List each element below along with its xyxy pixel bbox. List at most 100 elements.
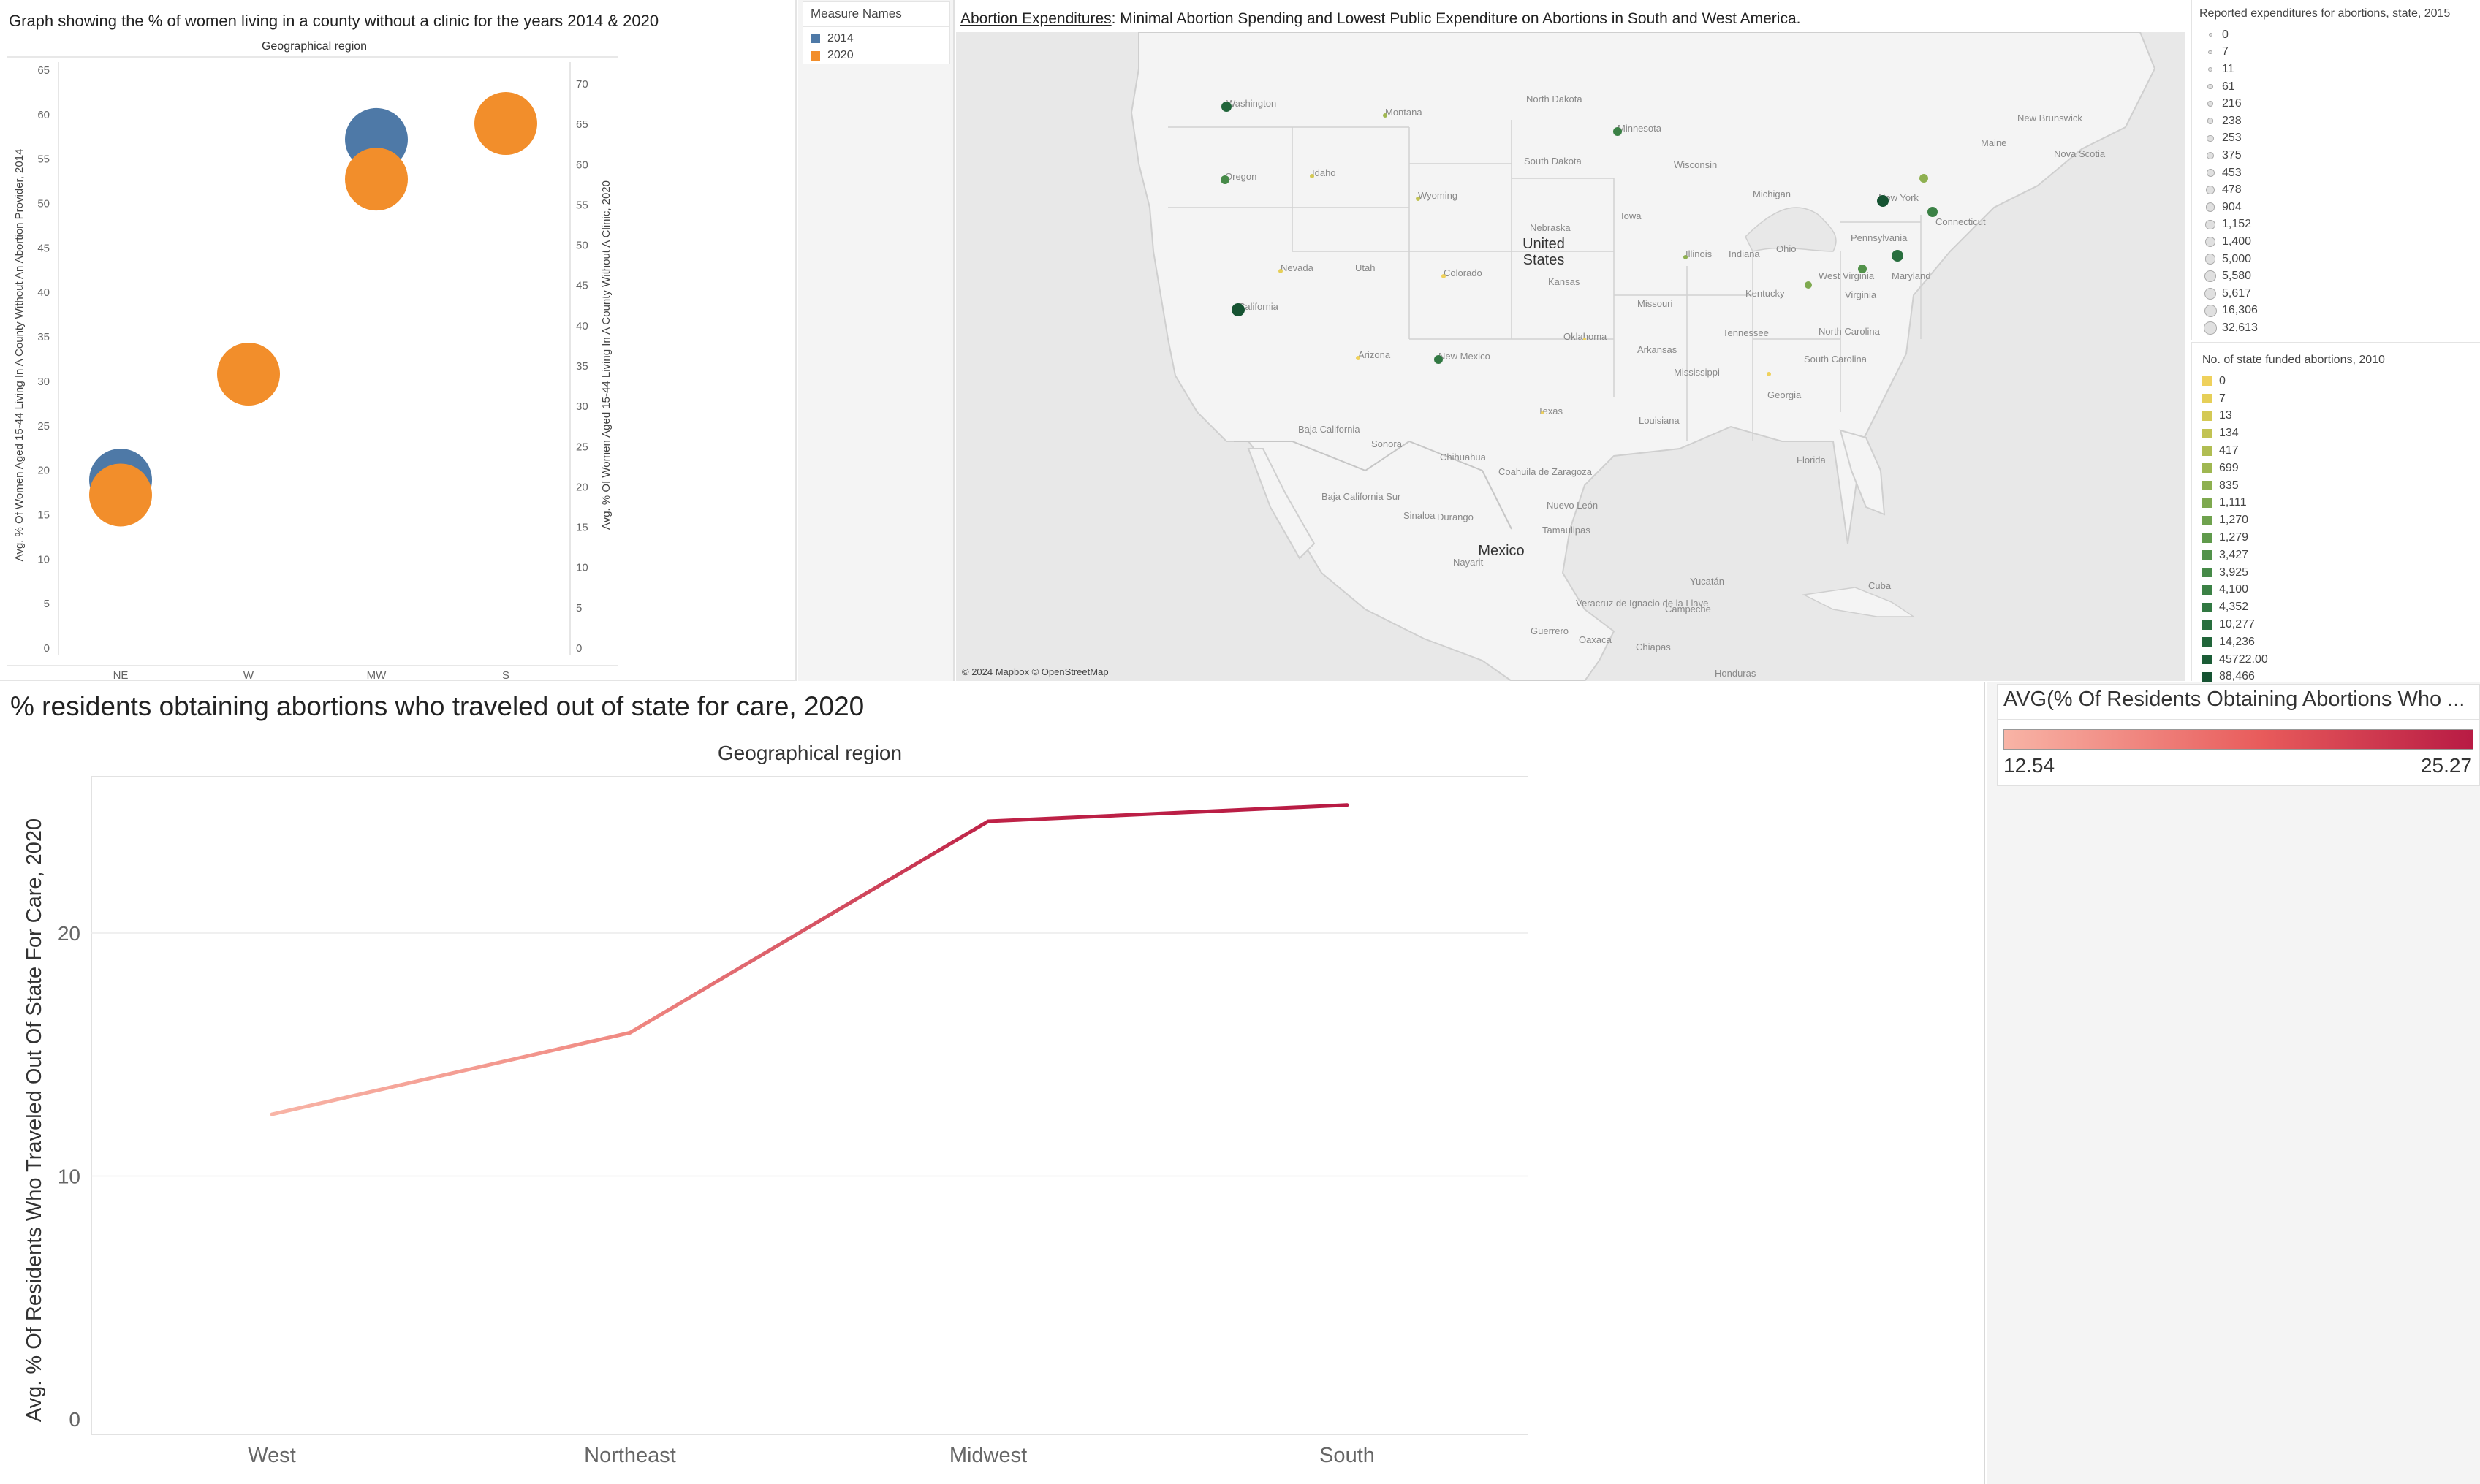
state-mark[interactable] [1541,411,1544,414]
expenditure-legend-item[interactable]: 16,306 [2203,302,2480,320]
map-label: Mississippi [1674,367,1720,378]
state-mark[interactable] [1919,174,1928,183]
size-swatch [2204,254,2216,265]
map-label: Virginia [1845,289,1877,300]
expenditure-legend-item[interactable]: 216 [2203,95,2480,113]
expenditure-legend-item[interactable]: 453 [2203,164,2480,182]
funded-legend-item[interactable]: 7 [2202,390,2480,408]
state-mark[interactable] [1383,113,1387,118]
funded-legend-label: 3,925 [2219,566,2249,579]
color-legend-range: 12.54 25.27 [1998,750,2479,777]
map-label: Tennessee [1723,327,1769,338]
expenditure-legend-item[interactable]: 1,400 [2203,233,2480,251]
state-mark[interactable] [1416,197,1420,201]
legend-label-2020: 2020 [827,49,854,62]
map-label: Missouri [1637,298,1673,309]
expenditure-legend-item[interactable]: 11 [2203,61,2480,78]
expenditure-legend-item[interactable]: 1,152 [2203,216,2480,234]
expenditure-legend-item[interactable]: 32,613 [2203,319,2480,337]
state-mark[interactable] [1583,338,1586,340]
map-title-link[interactable]: Abortion Expenditures [960,10,1112,27]
map-label: Pennsylvania [1851,232,1908,243]
funded-legend-item[interactable]: 134 [2202,425,2480,442]
expenditure-legend-item[interactable]: 375 [2203,147,2480,164]
funded-legend-item[interactable]: 10,277 [2202,616,2480,633]
size-swatch [2204,304,2217,317]
state-mark[interactable] [1767,372,1771,376]
right-tick-label: 0 [576,642,582,655]
size-swatch [2208,50,2212,55]
funded-legend-item[interactable]: 14,236 [2202,633,2480,651]
funded-legend-item[interactable]: 3,925 [2202,564,2480,582]
state-mark[interactable] [1613,127,1622,136]
funded-legend-item[interactable]: 4,100 [2202,582,2480,599]
state-mark[interactable] [1232,303,1245,316]
expenditure-legend-item[interactable]: 253 [2203,130,2480,148]
funded-legend-label: 4,352 [2219,601,2249,614]
expenditure-legend-item[interactable]: 7 [2203,44,2480,61]
funded-legend-item[interactable]: 1,270 [2202,511,2480,529]
map-label: Maine [1981,137,2006,148]
state-mark[interactable] [1356,356,1360,360]
expenditure-legend-label: 7 [2222,45,2229,58]
expenditure-legend-item[interactable]: 5,580 [2203,267,2480,285]
state-mark[interactable] [1683,255,1688,259]
state-mark[interactable] [1221,175,1229,184]
map-label: Iowa [1621,210,1642,221]
bubble-2020-w[interactable] [217,343,280,406]
state-mark[interactable] [1278,269,1283,273]
florida-peninsula [1839,429,1886,516]
expenditure-legend-item[interactable]: 238 [2203,113,2480,130]
funded-legend-item[interactable]: 88,466 [2202,669,2480,686]
line-segment-midwest[interactable] [986,803,1349,823]
state-mark[interactable] [1892,250,1903,262]
bubble-2020-ne[interactable] [89,463,152,527]
map-label: Connecticut [1935,216,1986,227]
funded-legend-item[interactable]: 1,279 [2202,529,2480,547]
funded-legend-item[interactable]: 13 [2202,408,2480,425]
left-tick-label: 30 [37,376,50,388]
expenditure-legend-label: 61 [2222,80,2235,93]
map-title: Abortion Expenditures: Minimal Abortion … [960,10,1800,28]
right-tick-label: 50 [576,240,588,252]
expenditure-legend-item[interactable]: 0 [2203,26,2480,44]
map-label: Nuevo León [1547,500,1598,511]
funded-legend-item[interactable]: 3,427 [2202,547,2480,564]
funded-legend-title: No. of state funded abortions, 2010 [2202,354,2385,366]
expenditure-legend-item[interactable]: 478 [2203,181,2480,199]
expenditure-legend-label: 453 [2222,166,2242,179]
expenditure-legend-item[interactable]: 5,617 [2203,285,2480,302]
right-tick-label: 35 [576,360,588,373]
funded-legend-item[interactable]: 45722.00 [2202,651,2480,669]
line-segment-west[interactable] [270,1030,632,1116]
expenditure-legend-item[interactable]: 61 [2203,78,2480,96]
state-mark[interactable] [1877,195,1889,207]
bubble-2020-mw[interactable] [345,148,408,211]
funded-legend-item[interactable]: 835 [2202,477,2480,495]
funded-legend-item[interactable]: 1,111 [2202,495,2480,512]
state-mark[interactable] [1858,265,1867,273]
state-mark[interactable] [1805,281,1812,289]
state-mark[interactable] [1310,174,1314,178]
state-mark[interactable] [1434,355,1443,364]
funded-legend-item[interactable]: 0 [2202,373,2480,390]
line-chart-panel: % residents obtaining abortions who trav… [0,682,1985,1484]
expenditure-legend-item[interactable]: 5,000 [2203,251,2480,268]
line-segment-northeast[interactable] [628,819,990,1035]
expenditure-legend-label: 5,000 [2222,252,2252,265]
funded-legend-label: 13 [2219,409,2232,422]
funded-legend-item[interactable]: 699 [2202,460,2480,477]
state-mark[interactable] [1441,274,1446,278]
funded-legend-item[interactable]: 417 [2202,442,2480,460]
map-label: Montana [1385,107,1422,118]
expenditure-legend-item[interactable]: 904 [2203,199,2480,216]
legend-item-2020[interactable]: 2020 [811,47,949,65]
size-swatch-wrap [2203,101,2218,107]
bubble-2020-s[interactable] [474,92,537,156]
line-x-tick: West [248,1444,296,1467]
state-mark[interactable] [1221,102,1232,112]
state-mark[interactable] [1927,207,1938,217]
funded-legend-item[interactable]: 4,352 [2202,598,2480,616]
legend-item-2014[interactable]: 2014 [811,30,949,47]
